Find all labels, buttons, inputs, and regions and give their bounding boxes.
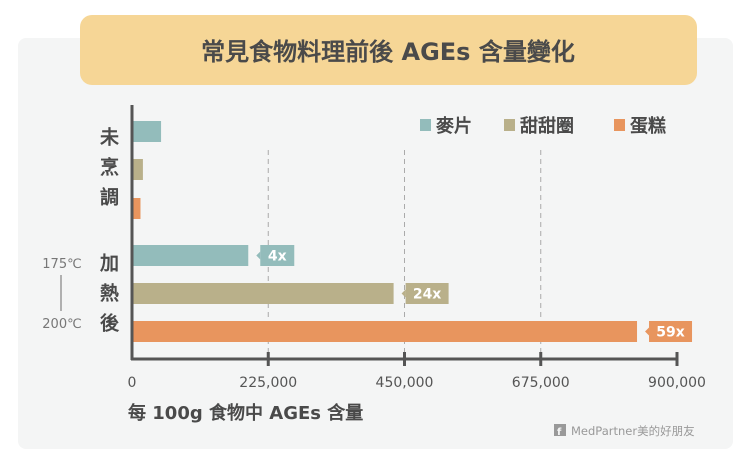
- bars: 4x 24x 59x: [132, 121, 693, 342]
- credit: f MedPartner美的好朋友: [554, 424, 695, 438]
- annotation-box: [649, 321, 693, 342]
- bar: [132, 321, 638, 342]
- facebook-icon: [554, 424, 566, 436]
- annotation-pointer: [645, 327, 650, 336]
- annotation-box: [260, 245, 295, 266]
- annotation-pointer: [256, 251, 261, 260]
- annotation-box: [405, 283, 449, 304]
- chart-title: 常見食物料理前後 AGEs 含量變化: [201, 38, 575, 66]
- legend: 麥片 甜甜圈 蛋糕: [420, 115, 666, 137]
- facebook-icon-glyph: f: [557, 427, 562, 438]
- bar: [132, 198, 141, 219]
- tick-label: 0: [128, 375, 137, 391]
- x-axis-label: 每 100g 食物中 AGEs 含量: [128, 402, 363, 424]
- annotation-label: 24x: [413, 287, 442, 303]
- annotation-label: 59x: [656, 325, 685, 341]
- group-label-heated: 加熱後: [97, 253, 120, 343]
- annotation-label: 4x: [268, 249, 287, 265]
- tick-label: 675,000: [512, 375, 570, 391]
- bar: [132, 121, 162, 142]
- legend-swatch: [420, 119, 431, 131]
- legend-label: 麥片: [435, 115, 472, 137]
- title-box: [80, 15, 697, 85]
- temp-label-bottom: 200℃: [42, 317, 81, 332]
- temp-label-top: 175℃: [42, 257, 81, 272]
- tick-label: 450,000: [376, 375, 434, 391]
- group-label-unheated: 未烹調: [97, 126, 120, 217]
- bar: [132, 245, 249, 266]
- legend-label: 蛋糕: [630, 115, 666, 137]
- tick-label: 225,000: [239, 375, 297, 391]
- bar: [132, 159, 143, 180]
- legend-swatch: [504, 119, 515, 131]
- credit-text: MedPartner美的好朋友: [571, 424, 695, 438]
- legend-swatch: [614, 119, 625, 131]
- chart-panel: [18, 38, 733, 449]
- x-ticks: 0 225,000 450,000 675,000 900,000: [128, 352, 706, 391]
- legend-label: 甜甜圈: [520, 115, 574, 137]
- tick-label: 900,000: [648, 375, 706, 391]
- annotation-pointer: [401, 289, 406, 298]
- bar: [132, 283, 394, 304]
